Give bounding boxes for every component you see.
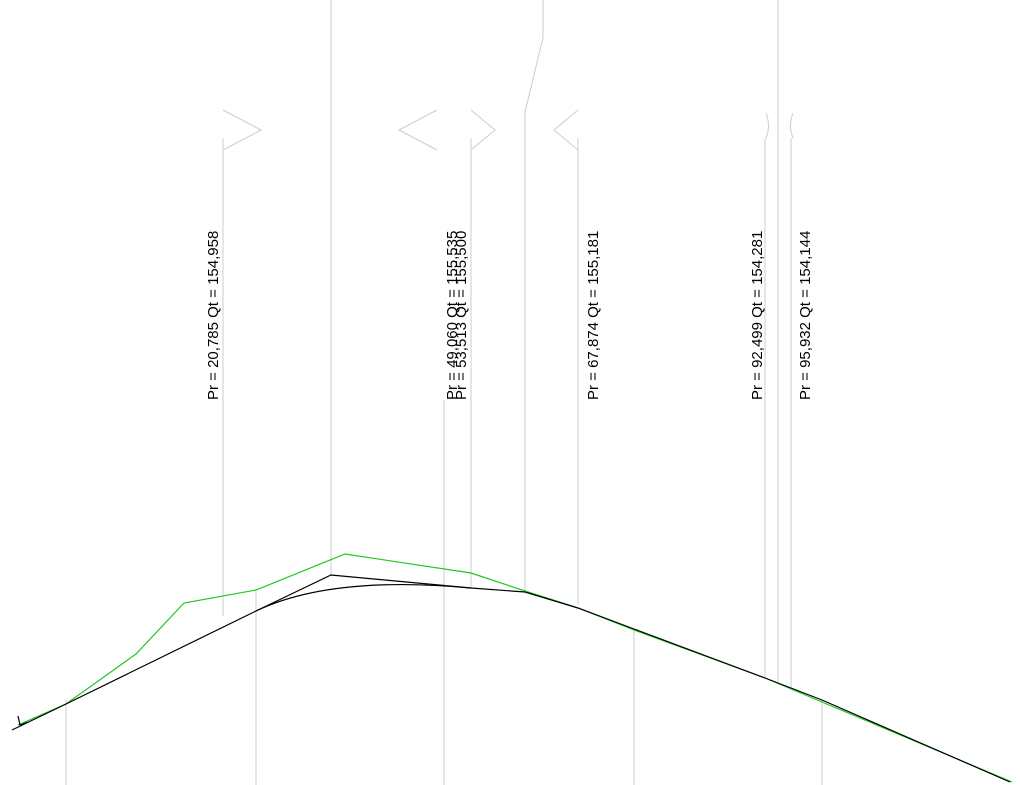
station-label: Pr = 67,874 Qt = 155,181 [585, 231, 602, 400]
station-label: Pr = 20,785 Qt = 154,958 [205, 231, 222, 400]
tick-mark-icon [765, 112, 769, 139]
axis-line [524, 0, 544, 113]
station-labels: Pr = 20,785 Qt = 154,958 Pr = 49,060 Qt … [205, 231, 814, 400]
vertical-gridlines [65, 0, 823, 785]
right-flag-icon [222, 109, 263, 151]
station-label: Pr = 49,060 Qt = 155,535 [444, 231, 461, 400]
tick-mark-icon [790, 112, 794, 139]
station-label: Pr = 95,932 Qt = 154,144 [797, 231, 814, 400]
direction-markers [222, 109, 794, 151]
left-flag-icon [553, 109, 579, 151]
tangent-line [524, 591, 1011, 783]
station-label: Pr = 53,513 Qt = 155,500 [453, 231, 470, 400]
design-profile-line [11, 574, 1011, 783]
right-flag-icon [470, 109, 496, 151]
left-flag-icon [397, 109, 438, 151]
station-label: Pr = 92,499 Qt = 154,281 [749, 231, 766, 400]
tangent-line [11, 574, 526, 731]
terrain-profile-line [17, 553, 1013, 783]
start-tick-icon [17, 715, 29, 726]
vertical-curve [255, 583, 472, 612]
